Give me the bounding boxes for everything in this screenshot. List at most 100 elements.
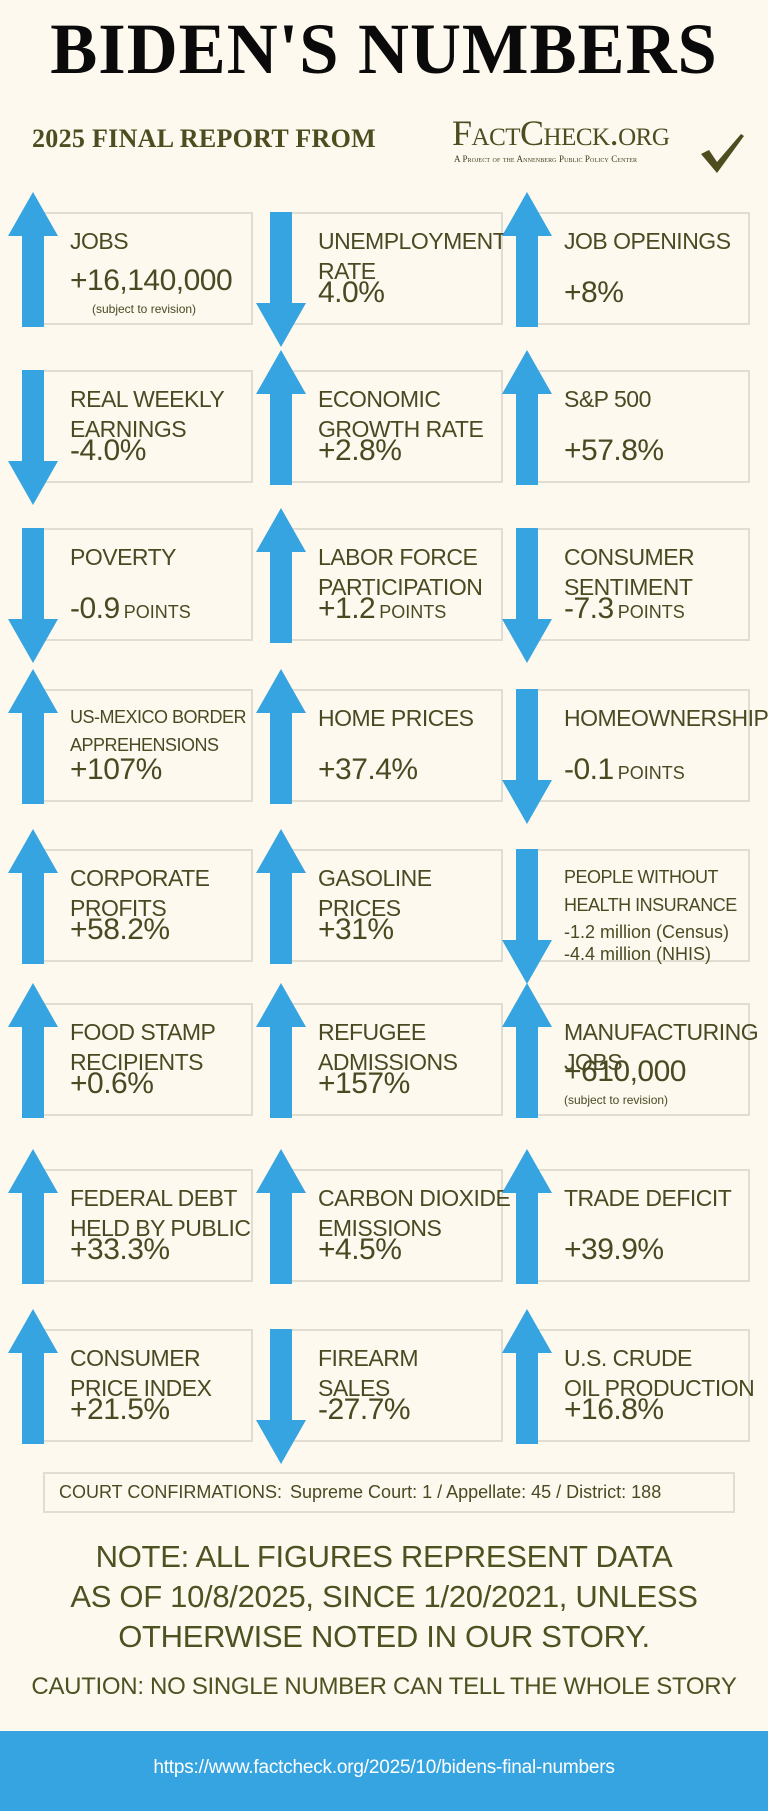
- metric-value: -4.4 million (NHIS): [564, 944, 712, 964]
- story-link[interactable]: https://www.factcheck.org/2025/10/bidens…: [153, 1757, 615, 1778]
- court-detail: Supreme Court: 1 / Appellate: 45 / Distr…: [290, 1482, 662, 1502]
- metric-box: [28, 370, 253, 483]
- metric-value: -7.3 POINTS: [564, 592, 685, 629]
- arrow-up-icon: [8, 983, 58, 1123]
- logo-wordmark: FactCheck.org: [452, 113, 670, 153]
- metric-value: 4.0%: [318, 276, 385, 310]
- arrow-up-icon: [256, 350, 306, 490]
- metric-box: [522, 689, 750, 802]
- metric-value: +0.6%: [70, 1067, 154, 1101]
- metric-label: RECIPIENTS: [70, 1049, 204, 1075]
- metric-label: CONSUMER: [564, 544, 695, 570]
- arrow-up-icon: [256, 1149, 306, 1289]
- metric-label: PARTICIPATION: [318, 574, 483, 600]
- metric-box: [276, 1003, 503, 1116]
- metric-box: [28, 1169, 253, 1282]
- metric-value: +37.4%: [318, 753, 418, 787]
- metric-label: FOOD STAMP: [70, 1019, 216, 1045]
- metric-label: JOB OPENINGS: [564, 228, 731, 254]
- factcheck-logo[interactable]: FactCheck.org A Project of the Annenberg…: [452, 113, 752, 178]
- value-number: +31%: [318, 913, 394, 946]
- metric-label: SALES: [318, 1375, 390, 1401]
- value-unit: POINTS: [617, 602, 685, 622]
- footer-bar: https://www.factcheck.org/2025/10/bidens…: [0, 1731, 768, 1811]
- value-number: +37.4%: [318, 753, 418, 786]
- arrow-up-icon: [502, 1149, 552, 1289]
- metric-label: EMISSIONS: [318, 1215, 442, 1241]
- value-number: -27.7%: [318, 1393, 411, 1426]
- arrow-down-icon: [502, 528, 552, 668]
- metric-label: MANUFACTURING: [564, 1019, 759, 1045]
- value-number: +16.8%: [564, 1393, 664, 1426]
- court-label: COURT CONFIRMATIONS:: [59, 1482, 283, 1502]
- metric-value: +31%: [318, 913, 394, 947]
- metric-box: [276, 1169, 503, 1282]
- metric-value: +16.8%: [564, 1393, 664, 1427]
- metric-value: +57.8%: [564, 434, 664, 468]
- metric-label: SENTIMENT: [564, 574, 693, 600]
- value-number: +16,140,000: [70, 264, 233, 297]
- metric-value: -27.7%: [318, 1393, 411, 1427]
- revision-note: (subject to revision): [92, 302, 197, 316]
- metric-box: [522, 1329, 750, 1442]
- arrow-up-icon: [502, 1309, 552, 1449]
- metric-label: HOMEOWNERSHIP: [564, 705, 768, 731]
- checkmark-icon: [701, 134, 744, 173]
- metric-box: [28, 528, 253, 641]
- metric-label: REFUGEE: [318, 1019, 426, 1045]
- arrow-up-icon: [502, 350, 552, 490]
- metric-label: JOBS: [564, 1049, 623, 1075]
- metric-box: [276, 689, 503, 802]
- metric-label: LABOR FORCE: [318, 544, 478, 570]
- arrow-up-icon: [502, 192, 552, 332]
- metric-label: HOME PRICES: [318, 705, 474, 731]
- value-number: -7.3: [564, 592, 614, 625]
- metric-box: [276, 528, 503, 641]
- arrow-up-icon: [8, 1309, 58, 1449]
- metric-label: ADMISSIONS: [318, 1049, 458, 1075]
- value-number: +1.2: [318, 592, 376, 625]
- metric-value: +1.2 POINTS: [318, 592, 446, 629]
- metric-label: UNEMPLOYMENT: [318, 228, 507, 254]
- arrow-up-icon: [256, 508, 306, 648]
- arrow-down-icon: [502, 849, 552, 989]
- report-subtitle: 2025 FINAL REPORT FROM: [32, 124, 376, 153]
- caution-text: CAUTION: NO SINGLE NUMBER CAN TELL THE W…: [31, 1673, 737, 1700]
- value-number: 4.0%: [318, 276, 385, 309]
- court-confirmations: COURT CONFIRMATIONS: Supreme Court: 1 / A…: [43, 1472, 735, 1513]
- value-unit: POINTS: [379, 602, 447, 622]
- metric-value: +33.3%: [70, 1233, 170, 1267]
- metric-label: CORPORATE: [70, 865, 210, 891]
- metric-label: ECONOMIC: [318, 386, 441, 412]
- metric-box: [522, 849, 750, 962]
- logo-tagline: A Project of the Annenberg Public Policy…: [454, 154, 638, 164]
- metric-value: +16,140,000: [70, 264, 233, 298]
- arrow-up-icon: [8, 669, 58, 809]
- metric-box: [522, 1169, 750, 1282]
- value-number: -0.1: [564, 753, 614, 786]
- metric-label: HEALTH INSURANCE: [564, 895, 737, 915]
- metric-label: RATE: [318, 258, 376, 284]
- value-number: +57.8%: [564, 434, 664, 467]
- value-number: +4.5%: [318, 1233, 402, 1266]
- metric-box: [522, 370, 750, 483]
- revision-note: (subject to revision): [564, 1093, 669, 1107]
- metric-label: U.S. CRUDE: [564, 1345, 692, 1371]
- metric-label: GASOLINE: [318, 865, 432, 891]
- value-number: +39.9%: [564, 1233, 664, 1266]
- note-line: AS OF 10/8/2025, SINCE 1/20/2021, UNLESS: [70, 1579, 698, 1614]
- metric-value: -0.1 POINTS: [564, 753, 685, 790]
- metric-label: TRADE DEFICIT: [564, 1185, 732, 1211]
- metric-value: -1.2 million (Census): [564, 922, 730, 942]
- metric-value: +2.8%: [318, 434, 402, 468]
- value-number: +2.8%: [318, 434, 402, 467]
- arrow-up-icon: [256, 829, 306, 969]
- metric-box: [522, 1003, 750, 1116]
- metric-box: [28, 1329, 253, 1442]
- metric-label: GROWTH RATE: [318, 416, 484, 442]
- arrow-up-icon: [256, 669, 306, 809]
- metric-box: [522, 212, 750, 325]
- metric-label: OIL PRODUCTION: [564, 1375, 755, 1401]
- arrow-down-icon: [256, 212, 306, 352]
- metric-label: FEDERAL DEBT: [70, 1185, 237, 1211]
